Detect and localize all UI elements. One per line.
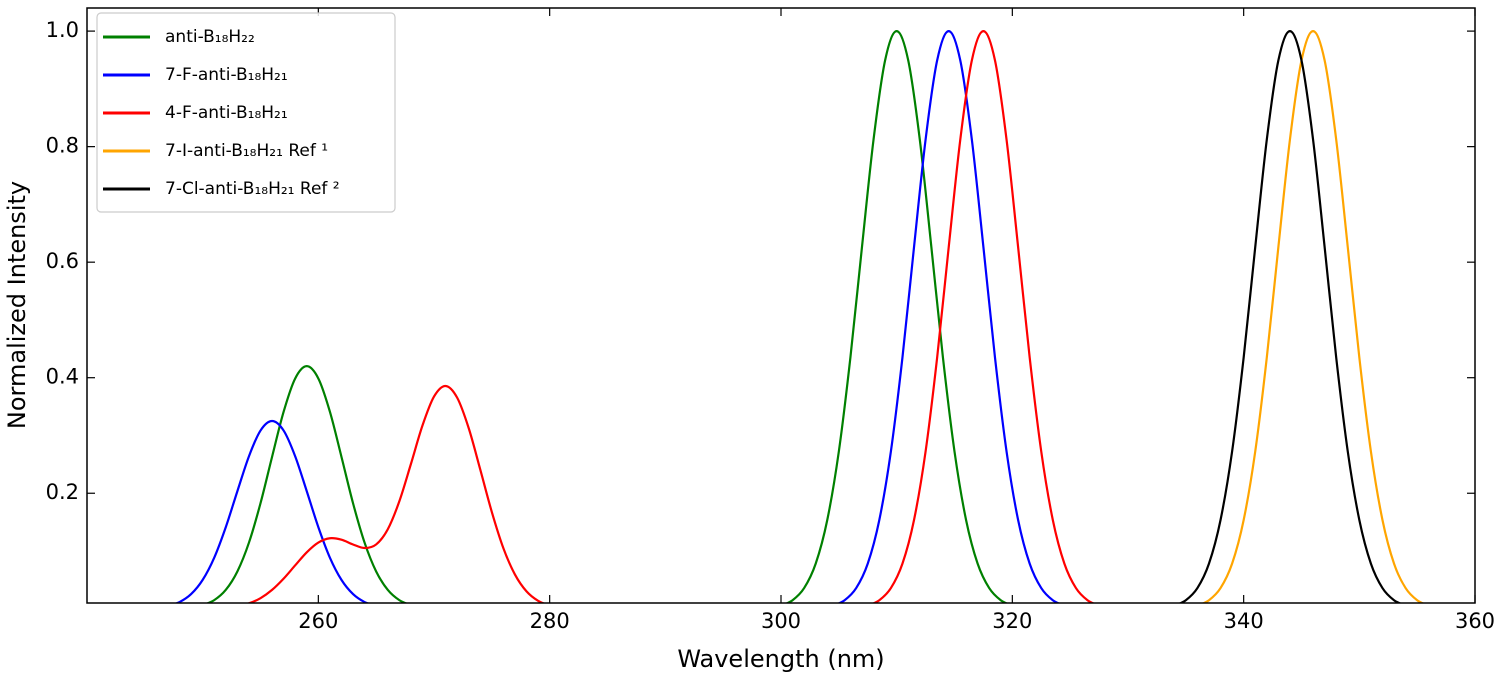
x-axis-label: Wavelength (nm) bbox=[677, 645, 884, 673]
legend-label: 7-I-anti-B₁₈H₂₁ Ref ¹ bbox=[165, 141, 328, 161]
y-tick-label: 1.0 bbox=[46, 18, 79, 42]
plot-area bbox=[174, 30, 1425, 603]
legend-label: 7-Cl-anti-B₁₈H₂₁ Ref ² bbox=[165, 179, 340, 199]
x-tick-label: 360 bbox=[1455, 609, 1495, 633]
x-tick-label: 300 bbox=[761, 609, 801, 633]
line-series bbox=[1201, 30, 1425, 603]
x-tick-label: 260 bbox=[298, 609, 338, 633]
line-series bbox=[246, 30, 1096, 603]
legend-label: anti-B₁₈H₂₂ bbox=[165, 27, 255, 47]
y-tick-label: 0.6 bbox=[46, 249, 79, 273]
x-tick-label: 340 bbox=[1224, 609, 1264, 633]
y-tick-label: 0.2 bbox=[46, 480, 79, 504]
y-axis-label: Normalized Intensity bbox=[3, 181, 31, 429]
legend-label: 7-F-anti-B₁₈H₂₁ bbox=[165, 65, 288, 85]
line-series bbox=[205, 30, 1009, 603]
y-tick-label: 0.4 bbox=[46, 365, 79, 389]
x-tick-label: 280 bbox=[530, 609, 570, 633]
legend-label: 4-F-anti-B₁₈H₂₁ bbox=[165, 103, 288, 123]
line-series bbox=[1178, 30, 1402, 603]
line-series bbox=[174, 30, 1061, 603]
legend-box bbox=[96, 12, 396, 213]
y-tick-label: 0.8 bbox=[46, 134, 79, 158]
x-tick-label: 320 bbox=[992, 609, 1032, 633]
